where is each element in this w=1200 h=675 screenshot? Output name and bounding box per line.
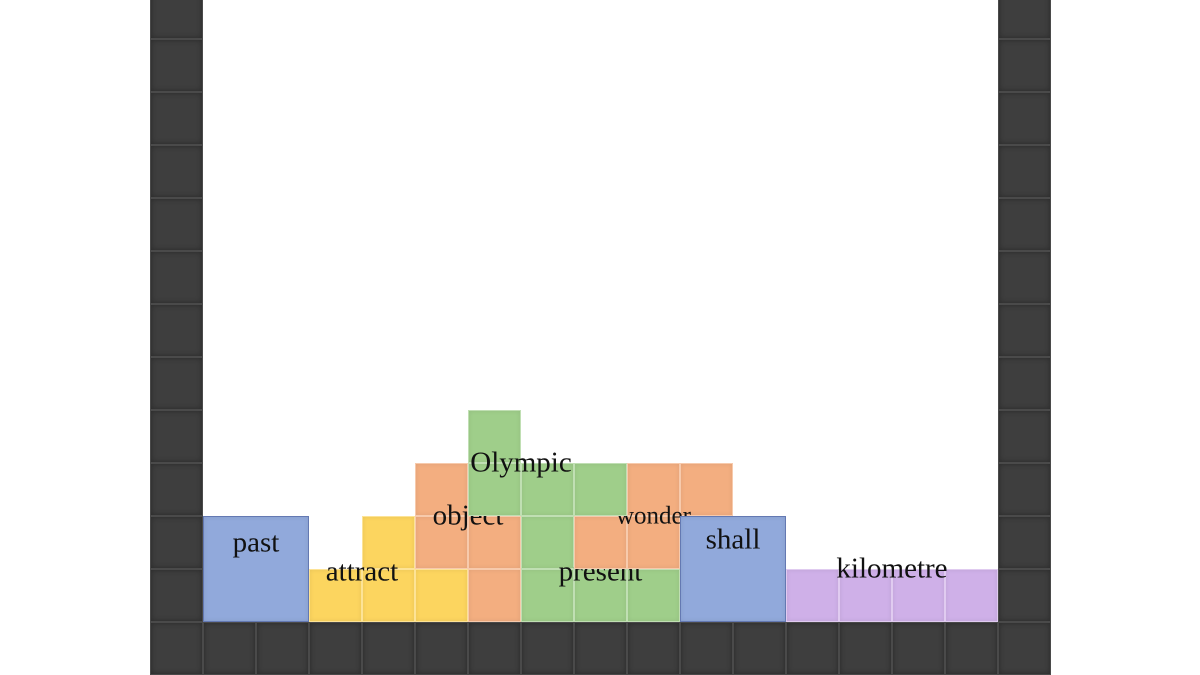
piece-cell	[362, 569, 415, 622]
wall-cell	[627, 622, 680, 675]
piece-cell	[468, 410, 521, 463]
wall-cell	[150, 39, 203, 92]
piece-cell	[415, 569, 468, 622]
wall-cell	[203, 622, 256, 675]
piece-cell	[627, 516, 680, 569]
piece-cell	[468, 516, 521, 569]
wall-cell	[468, 622, 521, 675]
wall-cell	[892, 622, 945, 675]
wall-cell	[945, 622, 998, 675]
piece-cell	[521, 463, 574, 516]
piece-cell	[574, 569, 627, 622]
wall-cell	[150, 569, 203, 622]
wall-cell	[998, 569, 1051, 622]
piece-word: wonder	[616, 502, 691, 530]
floor	[203, 622, 998, 675]
piece-cell	[521, 516, 574, 569]
wall-cell	[150, 463, 203, 516]
piece-cell	[627, 569, 680, 622]
wall-cell	[998, 622, 1051, 675]
wall-cell	[415, 622, 468, 675]
wall-cell	[998, 198, 1051, 251]
piece-cell	[627, 463, 680, 516]
wall-cell	[680, 622, 733, 675]
piece-cell	[468, 463, 521, 516]
wall-cell	[150, 251, 203, 304]
left-wall	[150, 0, 203, 675]
piece-word: Olympic	[470, 446, 572, 479]
wall-cell	[998, 92, 1051, 145]
piece-word: attract	[325, 555, 399, 588]
piece-cell	[203, 516, 309, 622]
piece-cell	[468, 569, 521, 622]
piece-cell	[839, 569, 892, 622]
wall-cell	[998, 516, 1051, 569]
piece-cell	[415, 463, 468, 516]
piece-word: shall	[705, 523, 761, 556]
wall-cell	[733, 622, 786, 675]
wall-cell	[998, 304, 1051, 357]
wall-cell	[998, 145, 1051, 198]
piece-cell	[362, 516, 415, 569]
wall-cell	[362, 622, 415, 675]
piece-cell	[892, 569, 945, 622]
piece-cell	[680, 463, 733, 516]
wall-cell	[150, 145, 203, 198]
wall-cell	[574, 622, 627, 675]
piece-cell	[945, 569, 998, 622]
piece-cell	[786, 569, 839, 622]
piece-cell	[574, 463, 627, 516]
wall-cell	[839, 622, 892, 675]
piece-word: kilometre	[836, 552, 948, 585]
wall-cell	[309, 622, 362, 675]
wall-cell	[150, 357, 203, 410]
wall-cell	[150, 92, 203, 145]
wall-cell	[150, 304, 203, 357]
piece-cell	[309, 569, 362, 622]
wall-cell	[998, 39, 1051, 92]
wall-cell	[150, 198, 203, 251]
wall-cell	[998, 0, 1051, 39]
wall-cell	[150, 516, 203, 569]
wall-cell	[998, 463, 1051, 516]
right-wall	[998, 0, 1051, 675]
wall-cell	[150, 410, 203, 463]
wall-cell	[521, 622, 574, 675]
piece-cell	[415, 516, 468, 569]
wall-cell	[786, 622, 839, 675]
piece-cell	[574, 516, 627, 569]
wall-cell	[150, 0, 203, 39]
piece-cell	[680, 516, 786, 622]
game-board: pastattractobjectpresentwonderOlympicsha…	[203, 0, 998, 622]
wall-cell	[998, 410, 1051, 463]
wall-cell	[150, 622, 203, 675]
wall-cell	[998, 251, 1051, 304]
wall-cell	[998, 357, 1051, 410]
wall-cell	[256, 622, 309, 675]
piece-cell	[521, 569, 574, 622]
piece-word: past	[232, 526, 280, 558]
